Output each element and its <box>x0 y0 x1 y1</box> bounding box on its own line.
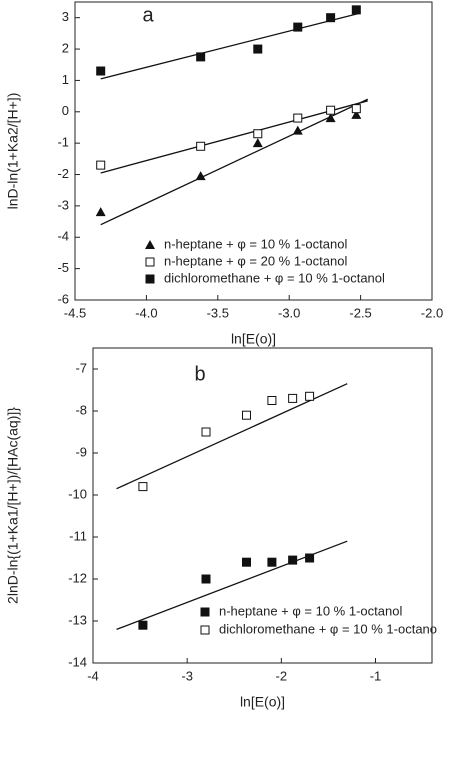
y-tick-label: 2 <box>62 40 69 55</box>
point <box>292 125 303 135</box>
x-tick-label: -4 <box>87 668 99 683</box>
point <box>305 553 315 563</box>
y-tick-label: -1 <box>57 135 69 150</box>
point <box>293 22 303 32</box>
point <box>196 52 206 62</box>
y-tick-label: -11 <box>69 528 87 543</box>
y-axis-title: lnD-ln(1+Ka2/[H+]) <box>5 93 21 210</box>
legend-label: n-heptane + φ = 20 % 1-octanol <box>164 253 347 268</box>
legend-marker <box>200 607 210 617</box>
y-tick-label: -6 <box>57 291 69 306</box>
x-tick-label: -4.0 <box>135 305 157 320</box>
x-tick-label: -1 <box>370 668 382 683</box>
point <box>253 129 263 139</box>
panel-label: b <box>194 363 205 385</box>
fit-line <box>116 383 348 490</box>
x-tick-label: -3.0 <box>278 305 300 320</box>
y-tick-label: -2 <box>57 166 69 181</box>
y-tick-label: -14 <box>68 654 87 669</box>
y-tick-label: 1 <box>62 72 69 87</box>
point <box>288 393 298 403</box>
fit-line <box>100 12 361 80</box>
legend-label: dichloromethane + φ = 10 % 1-octano <box>219 621 437 636</box>
point <box>96 66 106 76</box>
point <box>325 113 336 123</box>
point <box>138 482 148 492</box>
y-tick-label: -7 <box>75 360 87 375</box>
point <box>326 13 336 23</box>
point <box>241 410 251 420</box>
legend-marker <box>200 625 210 635</box>
legend-marker <box>145 257 155 267</box>
y-axis-title: 2lnD-ln{(1+Ka1/[H+])/[HAc(aq)]} <box>5 407 21 604</box>
legend-label: n-heptane + φ = 10 % 1-octanol <box>219 603 402 618</box>
y-tick-label: -4 <box>57 229 69 244</box>
x-tick-label: -2.5 <box>349 305 371 320</box>
x-axis-title: ln[E(o)] <box>240 694 285 710</box>
point <box>351 5 361 15</box>
x-tick-label: -4.5 <box>64 305 86 320</box>
point <box>138 620 148 630</box>
point <box>241 557 251 567</box>
legend-label: dichloromethane + φ = 10 % 1-octanol <box>164 270 385 285</box>
point <box>351 104 361 114</box>
y-tick-label: -12 <box>68 570 87 585</box>
plot-frame <box>92 347 433 664</box>
y-tick-label: -9 <box>75 444 87 459</box>
legend-marker <box>145 240 155 249</box>
y-tick-label: -8 <box>75 402 87 417</box>
point <box>201 574 211 584</box>
x-tick-label: -2.0 <box>421 305 443 320</box>
y-tick-label: 0 <box>62 103 69 118</box>
x-tick-label: -3.5 <box>207 305 229 320</box>
point <box>267 557 277 567</box>
panel-label: a <box>142 4 154 26</box>
x-tick-label: -3 <box>181 668 193 683</box>
point <box>96 160 106 170</box>
y-tick-label: -10 <box>68 486 87 501</box>
y-tick-label: -5 <box>57 260 69 275</box>
point <box>288 555 298 565</box>
point <box>253 44 263 54</box>
point <box>95 207 106 217</box>
y-tick-label: -3 <box>57 197 69 212</box>
y-tick-label: -13 <box>68 612 87 627</box>
point <box>196 141 206 151</box>
point <box>293 113 303 123</box>
x-tick-label: -2 <box>276 668 288 683</box>
point <box>201 427 211 437</box>
x-axis-title: ln[E(o)] <box>231 331 276 347</box>
fit-line <box>100 98 369 226</box>
point <box>305 391 315 401</box>
legend-label: n-heptane + φ = 10 % 1-octanol <box>164 236 347 251</box>
plot-frame <box>74 1 433 301</box>
point <box>326 105 336 115</box>
fit-line <box>100 100 368 174</box>
point <box>267 396 277 405</box>
legend-marker <box>145 274 155 284</box>
point <box>252 138 263 148</box>
y-tick-label: 3 <box>62 9 69 24</box>
point <box>195 171 206 181</box>
point <box>351 109 362 119</box>
